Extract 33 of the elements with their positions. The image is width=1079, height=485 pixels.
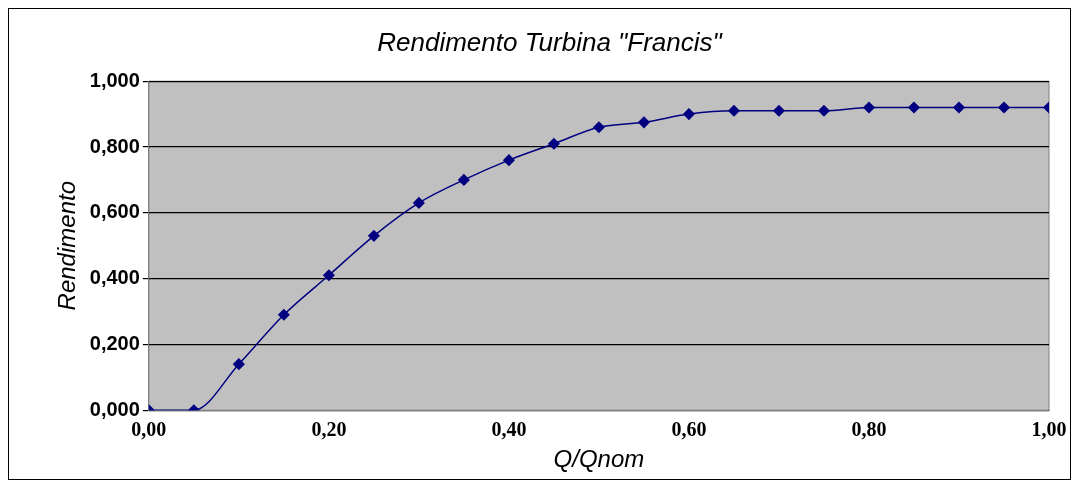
point [728, 105, 740, 117]
point [593, 121, 605, 134]
x-tick-label: 0,60 [671, 418, 707, 441]
point [413, 197, 425, 209]
point [638, 116, 650, 129]
point [233, 358, 245, 370]
point [323, 269, 335, 282]
point [683, 108, 695, 120]
x-tick-label: 0,20 [311, 418, 347, 441]
x-axis-title: Q/Qnom [553, 445, 645, 473]
point [368, 230, 380, 242]
point [503, 154, 515, 166]
point [548, 137, 560, 150]
y-tick-label: 0,600 [89, 200, 140, 223]
y-axis-title: Rendimento [53, 180, 81, 311]
x-tick-label: 0,80 [851, 418, 887, 441]
y-tick-label: 0,400 [89, 266, 140, 289]
point [278, 309, 290, 321]
y-tick-label: 0,000 [89, 397, 140, 420]
x-tick-label: 0,00 [131, 418, 167, 441]
y-tick-label: 0,200 [89, 331, 140, 354]
point [908, 101, 920, 114]
y-tick-label: 0,800 [89, 134, 140, 157]
point [458, 174, 470, 186]
y-tick-label: 1,000 [89, 68, 140, 91]
point [998, 101, 1010, 114]
point [953, 101, 965, 114]
chart-title: Rendimento Turbina "Francis" [377, 26, 724, 57]
point [863, 101, 875, 114]
point [773, 105, 785, 117]
x-tick-label: 1,00 [1031, 418, 1067, 441]
point [818, 105, 830, 117]
x-tick-label: 0,40 [491, 418, 527, 441]
